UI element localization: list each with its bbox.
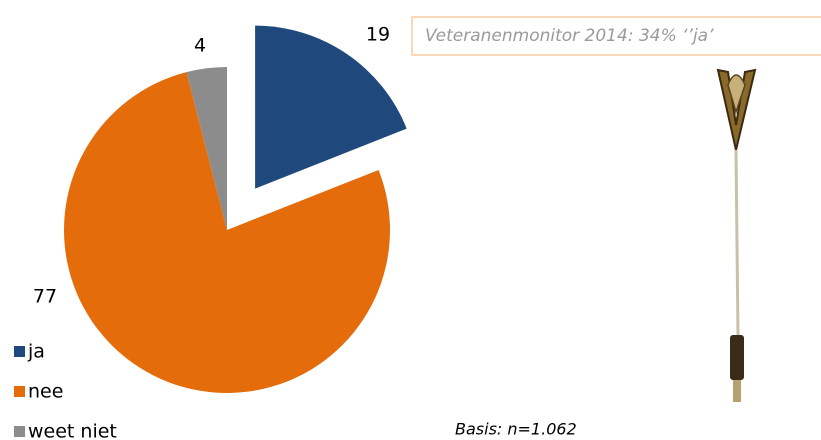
legend-swatch xyxy=(14,386,25,397)
pin-image xyxy=(716,68,757,402)
legend-label: weet niet xyxy=(28,421,117,440)
pie-slice xyxy=(255,25,407,189)
data-label: 19 xyxy=(366,24,390,46)
pie-slice xyxy=(186,67,227,230)
legend-swatch xyxy=(14,426,25,437)
data-label: 77 xyxy=(33,286,57,308)
pie-slice xyxy=(63,72,390,393)
annotation: Veteranenmonitor 2014: 34% ‘’ja’ xyxy=(425,26,714,46)
data-label: 4 xyxy=(194,35,206,57)
annotation: Basis: n=1.062 xyxy=(455,420,577,439)
legend-label: ja xyxy=(27,341,45,363)
legend-label: nee xyxy=(28,381,63,403)
annotation-box xyxy=(411,16,821,56)
legend-swatch xyxy=(14,346,25,357)
